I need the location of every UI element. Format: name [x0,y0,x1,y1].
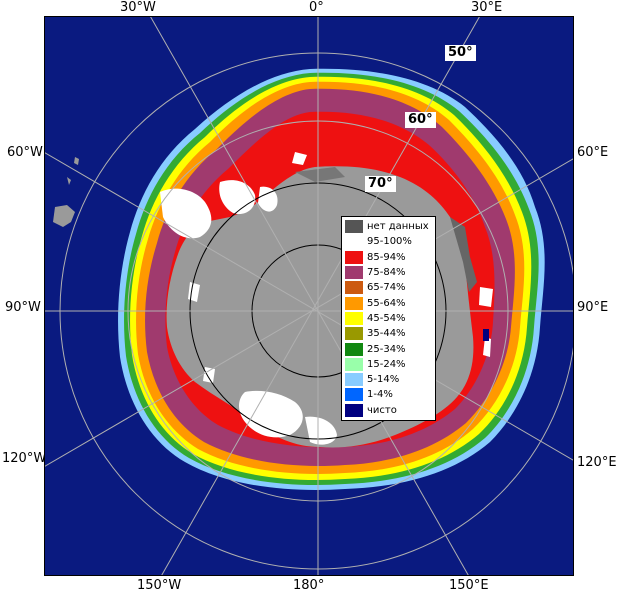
east-ice-2 [483,337,491,357]
legend-swatch [345,342,363,356]
meridians [45,17,573,575]
legend-label: 25-34% [367,343,406,355]
south-america-tip [53,205,75,227]
open-water-dot [483,329,489,341]
legend-label: 75-84% [367,267,406,279]
legend-label: 55-64% [367,297,406,309]
legend-swatch [345,296,363,310]
legend-label: 95-100% [367,236,412,248]
lon-label-150w-bottom: 150°W [137,578,182,593]
legend-label: 85-94% [367,251,406,263]
lon-label-90e: 90°E [577,300,609,315]
legend-swatch [345,311,363,325]
legend-swatch [345,250,363,264]
coast-margin-north [295,167,345,182]
east-ice-1 [479,287,493,307]
weddell-ice-2 [258,186,278,212]
legend-swatch [345,235,363,249]
lat-label-70: 70° [365,176,396,192]
lon-label-90w: 90°W [5,300,41,315]
meridian-30w-150e [150,17,469,575]
sea-ice-map: 50° 60° 70° [44,16,574,576]
legend-swatch [345,327,363,341]
lon-label-60w: 60°W [7,145,43,160]
meridian-60e-120w [45,158,573,467]
legend-item: 15-24% [345,357,432,372]
legend: нет данных 95-100% 85-94% 75-84% 65-74% 55-64… [341,216,436,421]
legend-label: нет данных [367,221,429,233]
polar-map-canvas [45,17,573,575]
meridian-60w-120e [45,152,573,461]
legend-swatch [345,388,363,402]
legend-item: 95-100% [345,234,432,249]
lon-label-180-bottom: 180° [293,578,325,593]
legend-swatch [345,373,363,387]
legend-label: 35-44% [367,328,406,340]
legend-swatch [345,266,363,280]
legend-swatch [345,403,363,417]
ross-sea-ice-2 [305,416,337,445]
lon-label-0-top: 0° [309,0,324,15]
peninsula-islands [67,157,79,185]
legend-item: 25-34% [345,341,432,356]
legend-item: 1-4% [345,387,432,402]
ross-sea-ice-4 [203,367,215,383]
legend-item: 45-54% [345,311,432,326]
meridian-30e-150w [161,17,480,575]
legend-item: чисто [345,403,432,418]
legend-label: 65-74% [367,282,406,294]
peninsula-ice [160,188,212,239]
legend-item: 5-14% [345,372,432,387]
legend-label: 15-24% [367,358,406,370]
lon-label-30w-top: 30°W [120,0,156,15]
legend-label: 5-14% [367,374,400,386]
lon-label-30e-top: 30°E [471,0,503,15]
legend-swatch [345,220,363,234]
lat-label-50: 50° [445,45,476,61]
legend-item: 75-84% [345,265,432,280]
ross-sea-ice-1 [239,390,303,438]
legend-swatch [345,357,363,371]
lon-label-120e: 120°E [577,455,617,470]
lon-label-60e: 60°E [577,145,609,160]
legend-item: 35-44% [345,326,432,341]
weddell-ice-3 [292,152,307,165]
lon-label-150e-bottom: 150°E [449,578,489,593]
legend-item: нет данных [345,219,432,234]
lat-label-60: 60° [405,112,436,128]
coast-margin-east [450,217,477,292]
lon-label-120w: 120°W [2,451,47,466]
legend-label: чисто [367,404,397,416]
legend-label: 45-54% [367,312,406,324]
legend-item: 65-74% [345,280,432,295]
legend-swatch [345,281,363,295]
legend-item: 55-64% [345,295,432,310]
legend-label: 1-4% [367,389,393,401]
legend-item: 85-94% [345,250,432,265]
